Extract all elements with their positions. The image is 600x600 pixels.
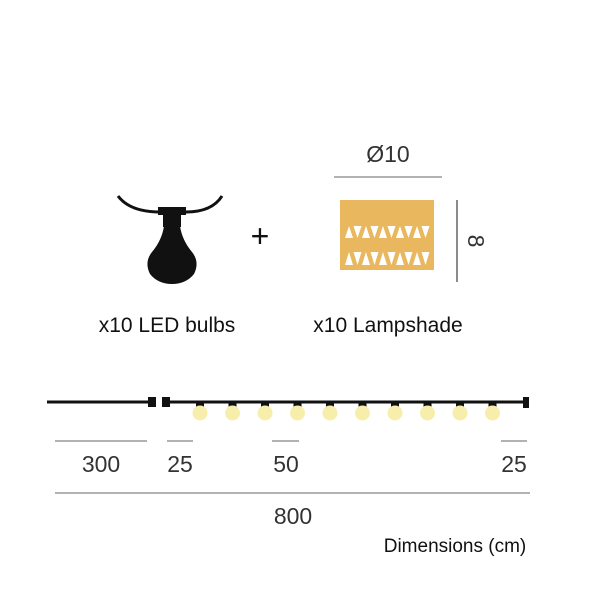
bulb: [387, 405, 403, 421]
lampshade-cutout: [404, 226, 413, 238]
lampshade-cutout: [387, 252, 396, 265]
lampshade-cutout: [379, 252, 387, 265]
dim-total: 800: [274, 503, 312, 529]
bulb: [452, 405, 468, 421]
lampshade-icon: [340, 200, 434, 270]
bulb-label: x10 LED bulbs: [99, 314, 236, 337]
led-bulb-icon: [116, 195, 224, 284]
lampshade-cutout: [345, 226, 353, 238]
bulb: [420, 405, 435, 421]
bulb-socket: [228, 403, 237, 407]
lampshade-cutout: [421, 226, 430, 238]
bulb-socket: [196, 403, 204, 407]
plus-sign: +: [251, 218, 270, 254]
lampshade-label: x10 Lampshade: [313, 314, 462, 337]
lampshade-cutout: [353, 226, 362, 238]
bulb-socket: [326, 403, 334, 407]
bulb: [322, 405, 338, 421]
dim-bulb-spacing: 50: [273, 451, 299, 477]
bulb: [355, 405, 370, 421]
lampshade-height: 8: [463, 235, 489, 248]
bulb: [225, 405, 240, 421]
lampshade-cutout: [413, 226, 421, 238]
lampshade-cutout: [396, 252, 404, 265]
bulb: [290, 405, 305, 421]
lampshade-cutout: [353, 252, 362, 265]
bulb-socket: [293, 403, 302, 407]
bulb: [257, 405, 273, 421]
end-cap: [523, 397, 529, 408]
bulb-socket: [423, 403, 432, 407]
dim-last-spacing: 25: [501, 451, 527, 477]
bulb-socket: [261, 403, 269, 407]
bulb-socket: [456, 403, 464, 407]
lampshade-cutout: [379, 226, 387, 238]
lampshade-cutout: [413, 252, 421, 265]
bulb: [192, 405, 208, 421]
lampshade-diameter: Ø10: [366, 141, 409, 167]
lampshade-cutout: [362, 226, 370, 238]
lampshade-cutout: [370, 252, 379, 265]
plug: [148, 397, 156, 407]
bulb: [485, 405, 500, 421]
lampshade-cutout: [396, 226, 404, 238]
dimensions-unit-label: Dimensions (cm): [384, 536, 527, 557]
socket: [162, 397, 170, 407]
lampshade-cutout: [404, 252, 413, 265]
lampshade-cutout: [387, 226, 396, 238]
lampshade-cutout: [362, 252, 370, 265]
lampshade-cutout: [421, 252, 430, 265]
bulb-socket: [358, 403, 367, 407]
dimension-lines: [55, 440, 530, 494]
bulb-socket: [488, 403, 497, 407]
dim-lead-cable: 300: [82, 451, 120, 477]
dim-first-spacing: 25: [167, 451, 193, 477]
lampshade-cutout: [370, 226, 379, 238]
bulb-socket: [391, 403, 399, 407]
lampshade-cutout: [345, 252, 353, 265]
string-lights: [47, 397, 529, 421]
